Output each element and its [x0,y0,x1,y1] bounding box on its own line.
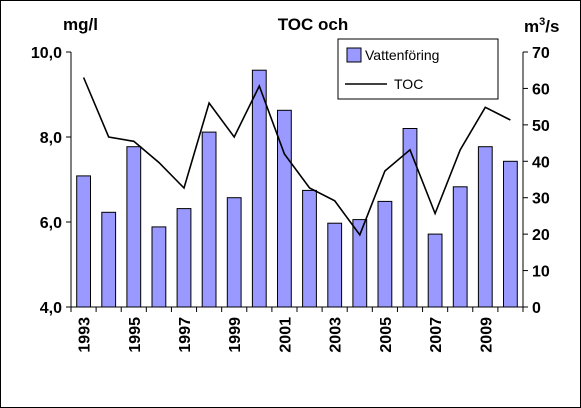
bar-1995 [126,146,142,308]
bar-2007 [427,233,443,308]
bar-series-group [76,69,518,308]
bar-1998 [201,131,217,308]
x-tick-group: 1993 1995 1997 1999 2001 2003 2005 2007 2009 [70,307,524,353]
bar-2006 [402,128,418,308]
y-right-label-tail: /s [545,17,559,36]
left-tick-label: 8,0 [40,130,62,147]
right-tick-label: 30 [532,191,550,208]
x-tick-label: 2001 [277,317,294,353]
bar-2003 [327,222,343,308]
legend-label-bar: Vattenföring [365,47,439,63]
x-tick-label: 2007 [428,317,445,353]
legend-swatch-bar [346,47,362,63]
x-tick-label: 2009 [478,317,495,353]
legend-box [337,38,499,100]
right-tick-label: 20 [532,227,550,244]
bar-1993 [76,175,91,308]
legend-label-line: TOC [394,76,423,92]
x-tick-label: 2003 [328,317,345,353]
bar-1999 [226,197,242,308]
x-tick-label: 1997 [177,317,194,353]
x-tick-label: 2005 [378,317,395,353]
bar-1997 [176,208,192,308]
line-series-group [82,77,511,237]
y-right-label-base: m [524,17,539,36]
left-tick-label: 4,0 [40,300,62,317]
right-tick-label: 40 [532,154,550,171]
x-tick-label: 1993 [77,317,94,353]
x-tick-label: 1999 [227,317,244,353]
right-tick-label: 60 [532,81,550,98]
bar-1994 [101,211,117,308]
toc-line [82,77,511,237]
y-right-axis-label: m3/s [524,16,559,36]
bar-2009 [477,146,493,308]
bar-1996 [151,226,167,308]
right-tick-label: 70 [532,45,550,62]
right-tick-label: 10 [532,264,550,281]
bar-2005 [377,200,393,308]
y-left-axis-label: mg/l [63,15,98,34]
right-tick-group: 0 10 20 30 40 50 60 70 [523,45,550,317]
x-tick-label: 1995 [127,317,144,353]
right-tick-label: 0 [532,300,541,317]
bar-2008 [452,186,468,308]
bar-2002 [302,189,317,308]
right-tick-label: 50 [532,118,550,135]
y-right-label-sup: 3 [539,16,545,28]
bar-2010 [503,160,518,308]
legend: Vattenföring TOC [337,38,499,100]
chart-title: TOC och [278,15,349,34]
left-tick-group: 4,0 6,0 8,0 10,0 [31,45,71,317]
bar-2000 [251,69,267,308]
left-tick-label: 6,0 [40,215,62,232]
left-tick-label: 10,0 [31,45,62,62]
